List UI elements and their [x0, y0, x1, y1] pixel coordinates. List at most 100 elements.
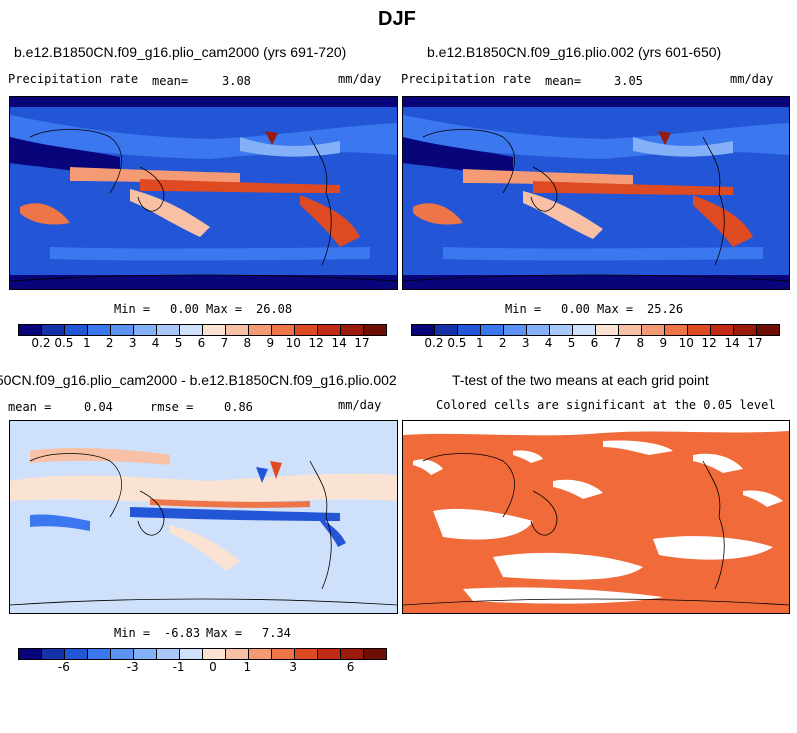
panel-lb-mean-value: 0.04 — [84, 400, 113, 414]
precip-colorbar-left — [18, 324, 387, 336]
diff-colorbar-tick-label: -1 — [172, 660, 185, 674]
precip-colorbar-left-swatch — [42, 325, 65, 335]
precip-colorbar-left-tick-label: 10 — [285, 336, 301, 350]
diff-colorbar-swatch — [134, 649, 157, 659]
precip-colorbar-left-tick-label: 7 — [220, 336, 229, 350]
precip-colorbar-right-tick-label: 14 — [724, 336, 740, 350]
precip-colorbar-left-tick-label: 4 — [151, 336, 160, 350]
panel-lb-mean-label: mean = — [8, 400, 52, 414]
precip-colorbar-left-swatch — [134, 325, 157, 335]
precip-map-cam2000-graphic — [10, 97, 397, 289]
diff-colorbar-tick-label: 6 — [346, 660, 355, 674]
precip-colorbar-right-tick-label: 8 — [636, 336, 645, 350]
precip-colorbar-left-swatch — [364, 325, 386, 335]
diff-colorbar-swatch — [203, 649, 226, 659]
diff-colorbar-swatch — [180, 649, 203, 659]
panel-lb-title-clip: b.e12.B1850CN.f09_g16.plio_cam2000 - b.e… — [0, 370, 397, 392]
precip-colorbar-right-tick-label: 3 — [521, 336, 530, 350]
figure-title: DJF — [378, 8, 416, 30]
panel-rt-var: Precipitation rate — [401, 72, 532, 86]
panel-lb-units: mm/day — [338, 398, 382, 412]
diff-colorbar-swatch — [111, 649, 134, 659]
precip-colorbar-left-tick-label: 0.2 — [31, 336, 51, 350]
diff-colorbar-swatch — [272, 649, 295, 659]
panel-lt-max-label: Max = — [206, 302, 243, 316]
diff-colorbar-swatch — [341, 649, 364, 659]
diff-colorbar-swatch — [318, 649, 341, 659]
precip-colorbar-left-tick-label: 14 — [331, 336, 347, 350]
precip-colorbar-left-tick-label: 1 — [82, 336, 91, 350]
precip-colorbar-left-swatch — [318, 325, 341, 335]
precip-colorbar-right-swatch — [550, 325, 573, 335]
precip-colorbar-right-tick-label: 10 — [678, 336, 694, 350]
precip-colorbar-right-tick-label: 17 — [747, 336, 763, 350]
precip-colorbar-right-tick-label: 0.5 — [447, 336, 467, 350]
precip-colorbar-right-tick-label: 5 — [567, 336, 576, 350]
precip-colorbar-left-ticks: 0.2 0.5 1 2 3 4 5 6 7 8 9 10 12 14 17 — [18, 336, 385, 352]
precip-colorbar-right-tick-label: 12 — [701, 336, 717, 350]
precip-colorbar-right-tick-label: 6 — [590, 336, 599, 350]
diff-colorbar-swatch — [364, 649, 386, 659]
precip-colorbar-right-swatch — [504, 325, 527, 335]
precip-colorbar-left-swatch — [226, 325, 249, 335]
diff-colorbar-tick-label: -3 — [126, 660, 139, 674]
precip-colorbar-right-swatch — [527, 325, 550, 335]
panel-lb-max-value: 7.34 — [262, 626, 291, 640]
precip-colorbar-right-swatch — [412, 325, 435, 335]
diff-colorbar-swatch — [157, 649, 180, 659]
panel-lt-mean-value: 3.08 — [222, 74, 251, 88]
precip-colorbar-right — [411, 324, 780, 336]
panel-rb-title: T-test of the two means at each grid poi… — [452, 372, 709, 388]
precip-colorbar-left-tick-label: 8 — [243, 336, 252, 350]
diff-colorbar-swatch — [295, 649, 318, 659]
precip-map-plio002-graphic — [403, 97, 789, 289]
precip-colorbar-left-tick-label: 6 — [197, 336, 206, 350]
precip-colorbar-right-tick-label: 2 — [498, 336, 507, 350]
precip-colorbar-right-swatch — [435, 325, 458, 335]
precip-colorbar-left-swatch — [19, 325, 42, 335]
panel-lb-min-label: Min = — [114, 626, 151, 640]
precip-colorbar-left-tick-label: 5 — [174, 336, 183, 350]
panel-rt-max-label: Max = — [597, 302, 634, 316]
precip-colorbar-right-tick-label: 0.2 — [424, 336, 444, 350]
precip-diff-map-graphic — [10, 421, 397, 613]
precip-colorbar-right-swatch — [458, 325, 481, 335]
precip-colorbar-right-swatch — [711, 325, 734, 335]
precip-colorbar-left-swatch — [157, 325, 180, 335]
precip-colorbar-right-swatch — [642, 325, 665, 335]
panel-lt-min-value: 0.00 — [170, 302, 199, 316]
precip-colorbar-right-swatch — [619, 325, 642, 335]
precip-colorbar-left-swatch — [180, 325, 203, 335]
panel-lt-var: Precipitation rate — [8, 72, 139, 86]
diff-colorbar-swatch — [226, 649, 249, 659]
panel-rt-units: mm/day — [730, 72, 774, 86]
ttest-significance-map — [402, 420, 790, 614]
panel-rt-mean-label: mean= — [545, 74, 582, 88]
precip-map-plio002 — [402, 96, 790, 290]
precip-colorbar-right-tick-label: 1 — [475, 336, 484, 350]
panel-lb-title: b.e12.B1850CN.f09_g16.plio_cam2000 - b.e… — [0, 372, 397, 388]
precip-colorbar-right-swatch — [757, 325, 779, 335]
precip-colorbar-left-swatch — [249, 325, 272, 335]
diff-colorbar-tick-label: -6 — [57, 660, 70, 674]
precip-colorbar-left-tick-label: 17 — [354, 336, 370, 350]
precip-colorbar-left-tick-label: 0.5 — [54, 336, 74, 350]
panel-lt-min-label: Min = — [114, 302, 151, 316]
precip-colorbar-left-swatch — [88, 325, 111, 335]
diff-colorbar — [18, 648, 387, 660]
ttest-significance-map-graphic — [403, 421, 789, 613]
precip-colorbar-left-tick-label: 3 — [128, 336, 137, 350]
panel-rb-note: Colored cells are significant at the 0.0… — [436, 398, 776, 412]
precip-colorbar-left-swatch — [341, 325, 364, 335]
precip-colorbar-right-tick-label: 7 — [613, 336, 622, 350]
panel-rt-min-value: 0.00 — [561, 302, 590, 316]
diff-colorbar-swatch — [19, 649, 42, 659]
precip-colorbar-left-swatch — [111, 325, 134, 335]
panel-lt-max-value: 26.08 — [256, 302, 293, 316]
precip-colorbar-right-swatch — [665, 325, 688, 335]
precip-colorbar-right-tick-label: 9 — [659, 336, 668, 350]
precip-colorbar-right-tick-label: 4 — [544, 336, 553, 350]
precip-colorbar-right-swatch — [573, 325, 596, 335]
precip-colorbar-right-swatch — [734, 325, 757, 335]
precip-colorbar-left-tick-label: 12 — [308, 336, 324, 350]
